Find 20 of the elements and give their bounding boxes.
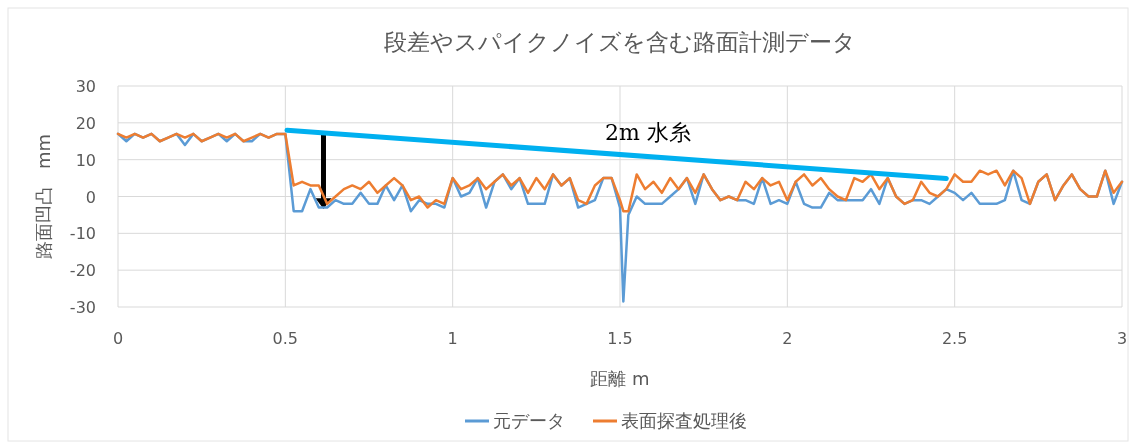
legend-label: 元データ — [493, 410, 565, 431]
y-tick-label: 30 — [75, 77, 96, 96]
x-tick-label: 2 — [782, 329, 793, 348]
x-tick-label: 3 — [1116, 329, 1128, 348]
x-tick-label: 1 — [447, 329, 458, 348]
x-tick-label: 0 — [112, 329, 124, 348]
y-tick-label: -10 — [69, 224, 96, 244]
y-tick-label: -20 — [69, 261, 96, 281]
legend-label: 表面探査処理後 — [621, 410, 747, 431]
y-tick-label: 10 — [75, 150, 96, 170]
y-tick-label: 0 — [85, 187, 96, 207]
chart-title: 段差やスパイクノイズを含む路面計測データ — [384, 29, 856, 55]
y-axis-title: 路面凹凸 mm — [33, 133, 54, 260]
x-tick-label: 0.5 — [272, 329, 299, 348]
y-tick-label: -30 — [69, 298, 96, 317]
x-tick-label: 2.5 — [941, 329, 968, 348]
y-tick-label: 20 — [75, 113, 96, 133]
annotation: 2m 水糸 — [605, 120, 691, 145]
x-axis-title: 距離 m — [590, 368, 650, 389]
x-tick-label: 1.5 — [607, 329, 633, 348]
